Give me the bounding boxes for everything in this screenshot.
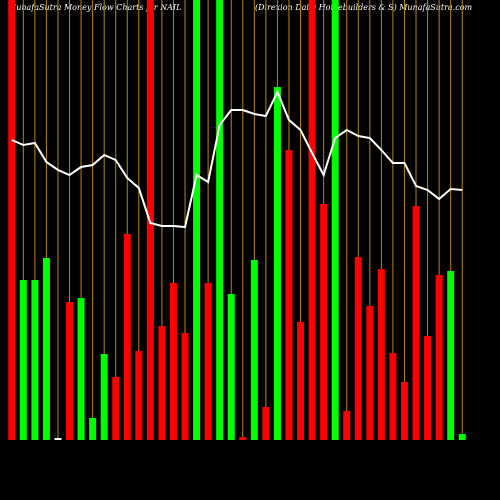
bar [331, 0, 339, 440]
bar [100, 354, 108, 440]
bar [19, 280, 27, 440]
bar [204, 283, 212, 440]
bar [8, 0, 16, 440]
chart-subtitle: (Direxion Daily Homebuilders & S) Munafa… [255, 3, 473, 12]
bar [227, 294, 235, 440]
bar [66, 302, 74, 440]
bar [262, 407, 270, 440]
bar [77, 298, 85, 440]
bar [54, 438, 62, 440]
bar [400, 382, 408, 440]
bar [123, 234, 131, 440]
bar [89, 418, 97, 440]
bar [297, 322, 305, 440]
bar [250, 260, 258, 440]
chart-title: MunafaSutra Money Flow Charts for NAIL [7, 3, 181, 12]
bar [42, 258, 50, 440]
bar [158, 326, 166, 440]
bar [193, 0, 201, 440]
bar [112, 377, 120, 440]
bar [273, 87, 281, 440]
bar [135, 351, 143, 440]
bar [377, 269, 385, 440]
bar [169, 283, 177, 440]
money-flow-line [11, 89, 463, 229]
bar [458, 434, 466, 440]
plot [8, 0, 466, 440]
bar [239, 437, 247, 440]
bar [424, 336, 432, 440]
bar [285, 150, 293, 440]
bar [366, 306, 374, 440]
bar [181, 333, 189, 440]
bar [216, 0, 224, 440]
bar [31, 280, 39, 440]
bar [308, 0, 316, 440]
bar [412, 206, 420, 440]
bar [343, 411, 351, 440]
bar [447, 271, 455, 440]
bar [389, 353, 397, 440]
bar [354, 257, 362, 440]
bar [320, 204, 328, 440]
bar [435, 275, 443, 440]
